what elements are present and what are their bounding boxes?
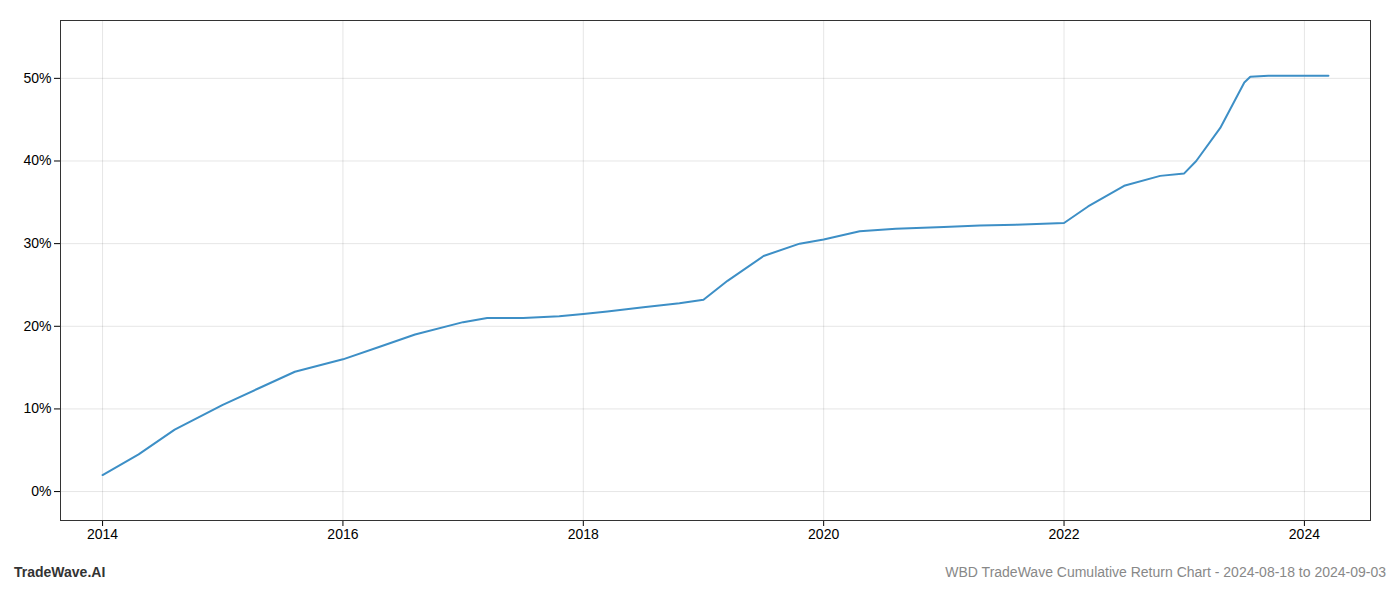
svg-text:50%: 50%: [23, 70, 51, 86]
svg-text:2014: 2014: [87, 526, 118, 542]
svg-text:2022: 2022: [1048, 526, 1079, 542]
svg-text:40%: 40%: [23, 152, 51, 168]
svg-text:2020: 2020: [808, 526, 839, 542]
svg-text:2016: 2016: [327, 526, 358, 542]
svg-text:2024: 2024: [1289, 526, 1320, 542]
html-text:TradeWave.AI: TradeWave.AI: [14, 564, 106, 580]
svg-text:20%: 20%: [23, 318, 51, 334]
svg-text:30%: 30%: [23, 235, 51, 251]
svg-text:10%: 10%: [23, 400, 51, 416]
svg-text:2018: 2018: [568, 526, 599, 542]
svg-text:0%: 0%: [31, 483, 51, 499]
html-text:WBD TradeWave Cumulative Retur: WBD TradeWave Cumulative Return Chart - …: [945, 564, 1386, 580]
